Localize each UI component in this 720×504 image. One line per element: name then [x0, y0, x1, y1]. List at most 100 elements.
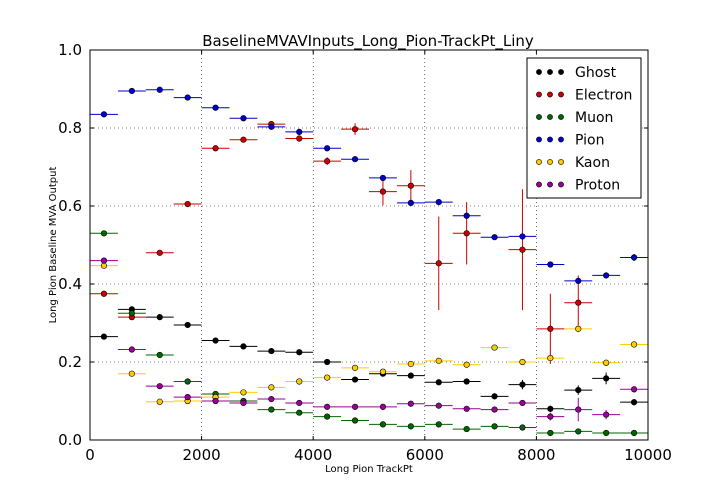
data-point [296, 135, 303, 142]
data-point [407, 423, 414, 430]
legend-label: Muon [575, 110, 613, 126]
data-point [491, 393, 498, 400]
data-point [407, 360, 414, 368]
data-point [630, 429, 638, 437]
y-tick-label: 0.2 [58, 353, 82, 371]
legend-marker [547, 114, 553, 120]
data-point [435, 260, 442, 267]
data-point [212, 145, 219, 152]
data-point [519, 424, 526, 431]
legend: Ghost Electron Muon Pion Kaon Proton [526, 57, 642, 199]
data-point [128, 370, 135, 377]
series-pion [90, 86, 648, 284]
data-point [268, 406, 275, 413]
data-point [324, 413, 331, 420]
legend-marker [536, 159, 542, 165]
x-tick-label: 4000 [294, 446, 332, 464]
legend-marker [536, 136, 542, 143]
data-point [156, 383, 163, 390]
data-point [128, 310, 135, 317]
data-point [324, 158, 331, 165]
data-point [519, 358, 526, 366]
legend-item-ghost: Ghost [536, 65, 617, 81]
data-point [324, 358, 331, 366]
chart-title: BaselineMVAVInputs_Long_Pion-TrackPt_Lin… [202, 32, 534, 51]
data-point [491, 344, 498, 351]
data-point [240, 136, 247, 143]
data-point [268, 123, 275, 130]
data-point [435, 402, 442, 409]
data-point [547, 355, 554, 362]
data-point [630, 254, 638, 261]
legend-marker [558, 91, 564, 98]
data-point [351, 417, 359, 424]
x-tick-label: 0 [85, 446, 95, 464]
data-point [463, 361, 470, 368]
data-point [435, 421, 442, 428]
data-point [630, 341, 638, 348]
data-point [407, 400, 414, 407]
legend-marker [536, 91, 542, 98]
data-point [184, 394, 191, 401]
data-point [128, 346, 135, 353]
data-point [100, 333, 108, 340]
data-point [324, 403, 331, 410]
data-point [156, 398, 163, 405]
data-point [575, 277, 582, 284]
data-point [100, 257, 108, 264]
data-point [184, 321, 191, 329]
data-point [491, 406, 498, 413]
data-point [351, 156, 359, 163]
legend-label: Electron [575, 88, 632, 104]
data-point [156, 351, 163, 359]
data-point [519, 381, 526, 388]
legend-label: Ghost [575, 65, 617, 81]
data-point [547, 405, 554, 412]
data-point [212, 337, 219, 344]
data-point [240, 399, 247, 407]
data-point [379, 368, 387, 375]
series-kaon [90, 262, 648, 405]
legend-marker [547, 91, 553, 98]
legend-marker [547, 181, 553, 188]
x-tick-label: 10000 [624, 446, 672, 464]
legend-marker [558, 114, 564, 120]
data-point [379, 188, 387, 195]
data-point [240, 343, 247, 350]
series-electron [90, 120, 593, 364]
data-point [603, 375, 610, 382]
data-point [100, 111, 108, 118]
data-point [100, 230, 108, 237]
data-point [100, 290, 108, 297]
legend-marker [547, 159, 553, 165]
y-tick-label: 0.6 [58, 197, 82, 215]
plot-frame [89, 49, 649, 441]
data-point [351, 126, 359, 133]
data-point [407, 182, 414, 189]
data-point [491, 234, 498, 241]
data-point [547, 325, 554, 332]
data-point [184, 200, 191, 208]
data-point [296, 128, 303, 135]
legend-item-kaon: Kaon [536, 155, 610, 171]
data-point [156, 314, 163, 321]
legend-item-electron: Electron [536, 88, 632, 104]
data-point [296, 399, 303, 407]
data-point [296, 409, 303, 416]
plot-area [90, 86, 648, 437]
series-ghost [90, 306, 648, 412]
data-point [547, 429, 554, 437]
data-point [156, 249, 163, 256]
data-point [603, 272, 610, 279]
data-point [128, 87, 135, 95]
data-point [296, 349, 303, 356]
data-point [212, 397, 219, 405]
y-axis-label: Long Pion Baseline MVA Output [48, 167, 59, 324]
data-point [575, 325, 582, 332]
y-tick-label: 1.0 [58, 41, 82, 59]
data-point [324, 374, 331, 381]
x-axis-label: Long Pion TrackPt [325, 464, 413, 475]
legend-marker [547, 136, 553, 143]
data-point [575, 406, 582, 413]
